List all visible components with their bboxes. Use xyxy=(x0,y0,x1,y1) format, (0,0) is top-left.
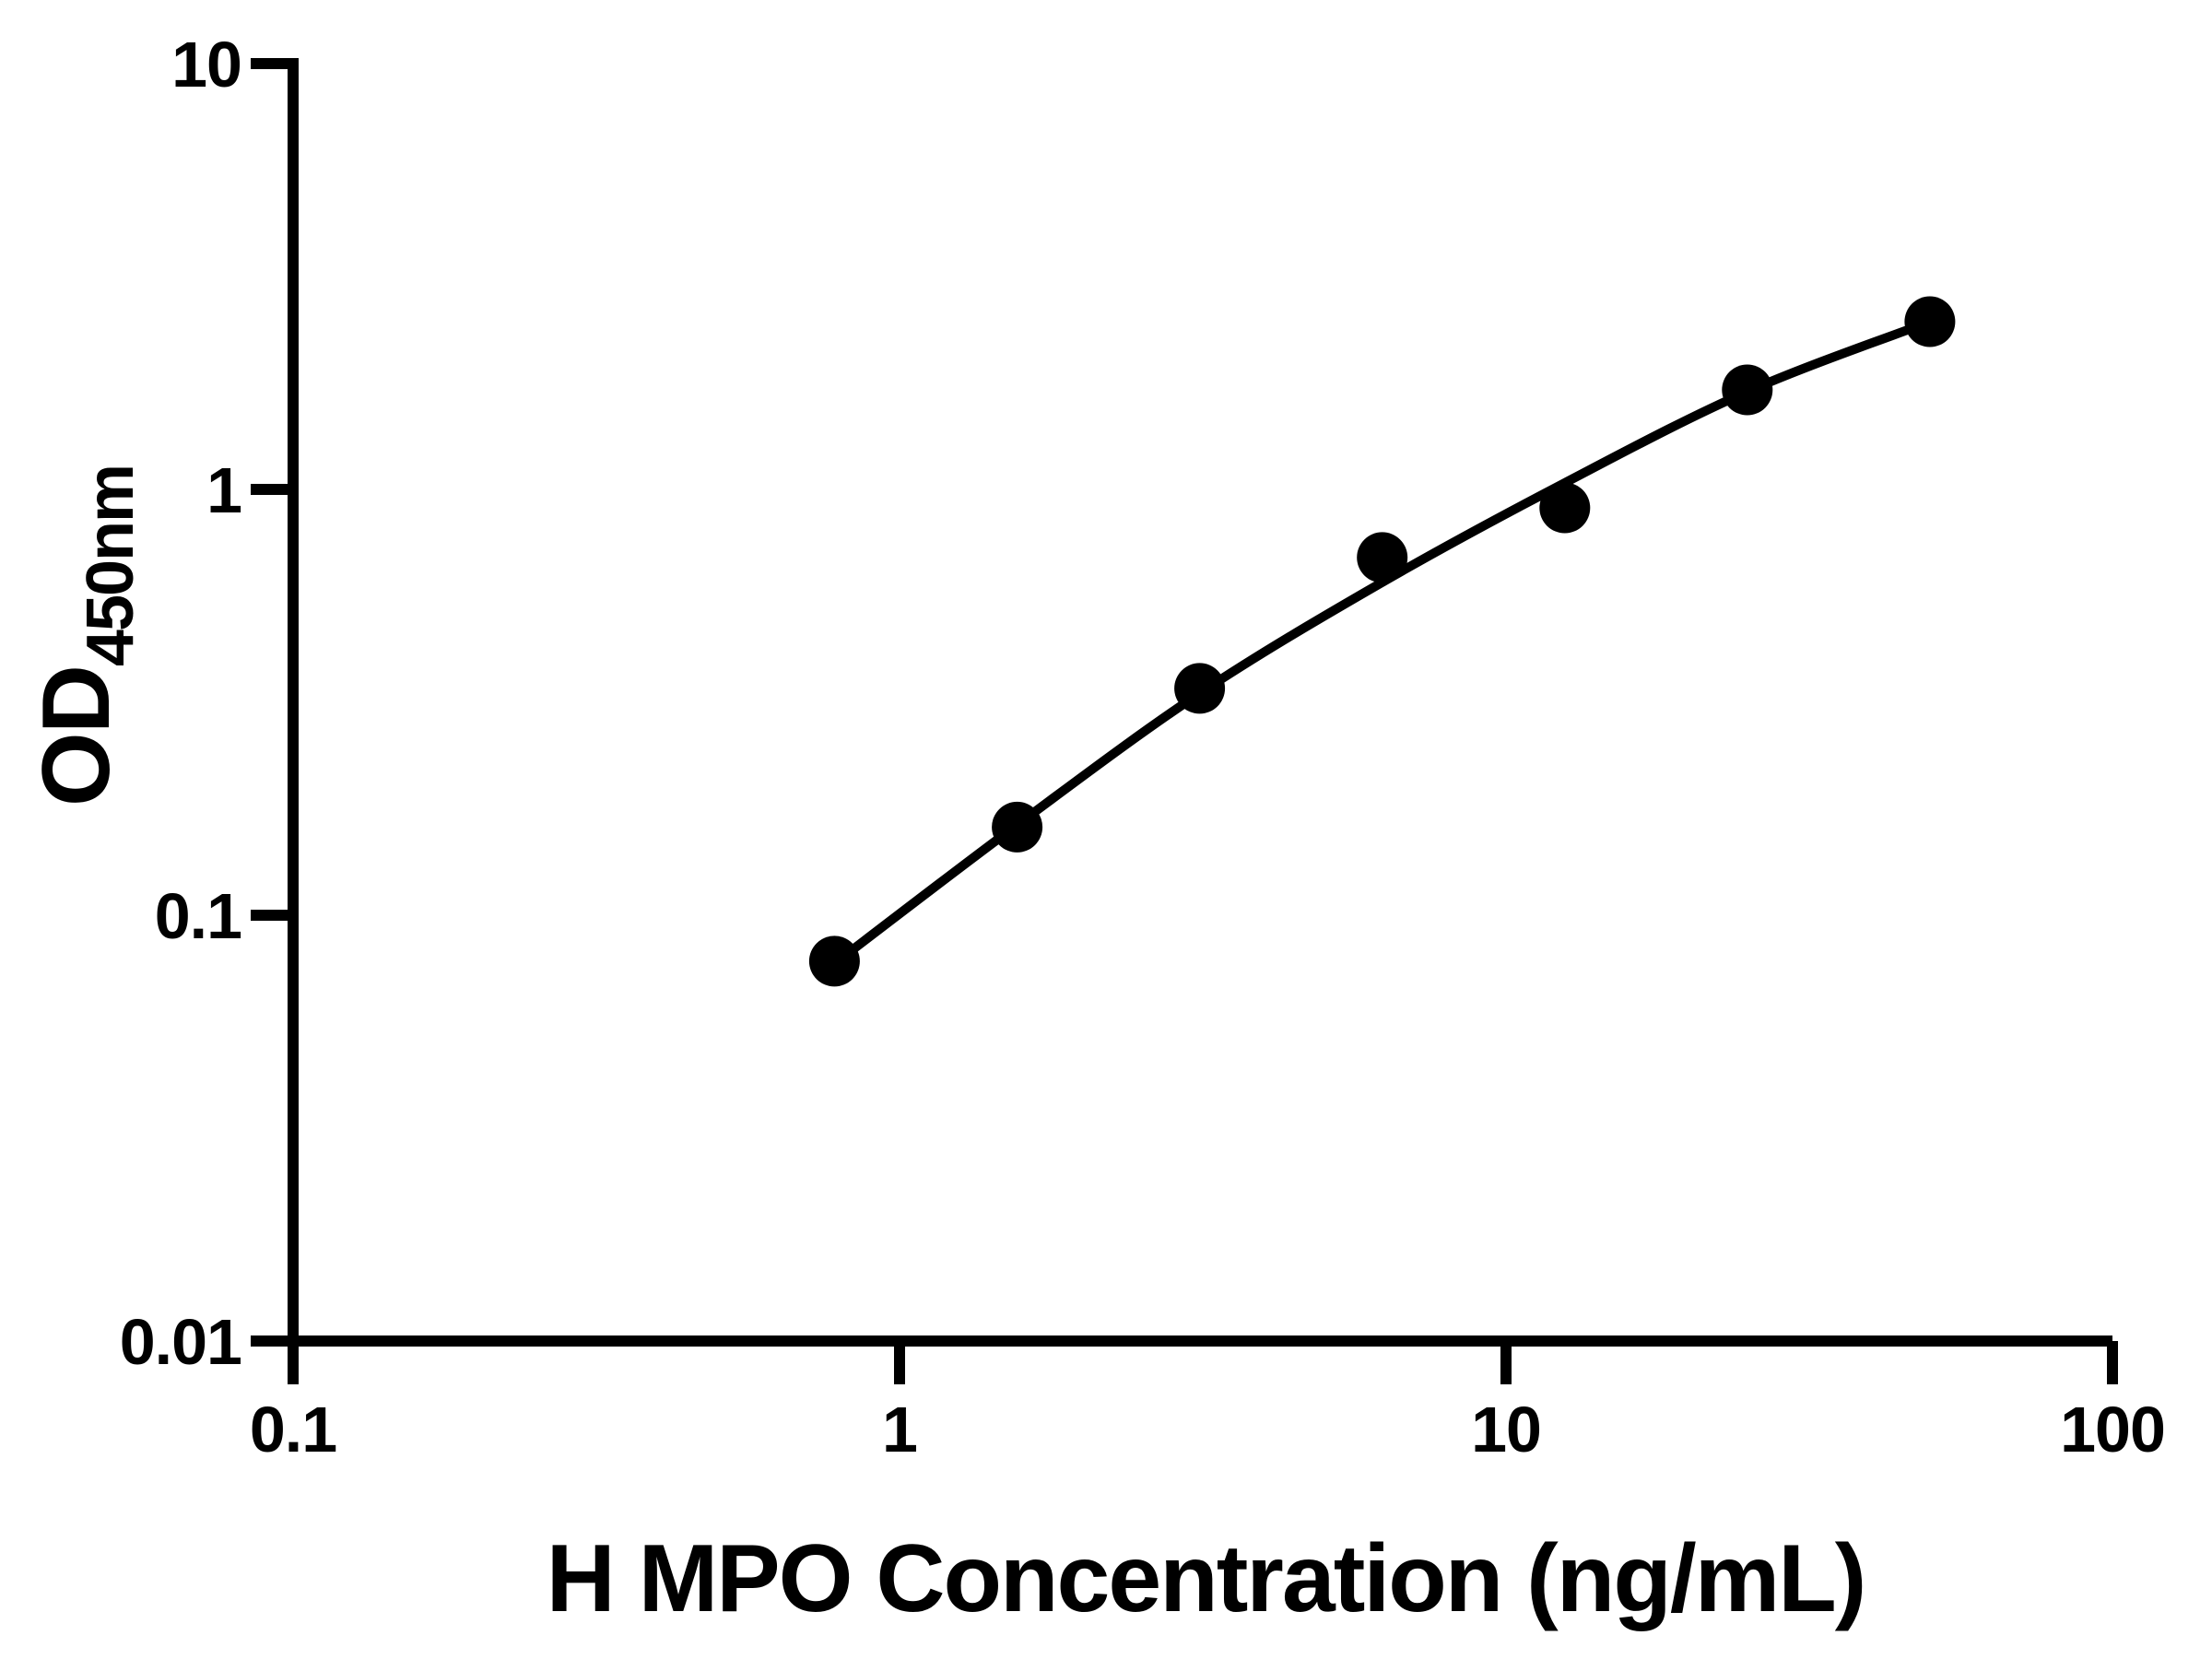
data-points xyxy=(808,296,1956,987)
x-tick-label: 100 xyxy=(2060,1394,2165,1465)
data-point xyxy=(1357,532,1408,583)
data-point xyxy=(992,801,1043,853)
y-tick-label: 10 xyxy=(171,29,241,100)
data-point xyxy=(1722,364,1773,416)
fit-curve-line xyxy=(830,317,1935,969)
y-axis-title: OD450nm xyxy=(23,465,147,806)
x-axis-title: H MPO Concentration (ng/mL) xyxy=(547,1525,1865,1632)
y-tick-label: 0.01 xyxy=(120,1306,241,1378)
data-point xyxy=(1904,296,1956,347)
data-point xyxy=(808,935,860,987)
data-point xyxy=(1174,663,1226,714)
x-tick-label: 1 xyxy=(882,1394,917,1465)
x-tick-label: 10 xyxy=(1471,1394,1541,1465)
y-tick-label: 0.1 xyxy=(155,880,241,952)
x-axis-ticks xyxy=(288,1341,2118,1384)
x-tick-label: 0.1 xyxy=(250,1394,336,1465)
y-axis-ticks xyxy=(251,58,293,1347)
data-point xyxy=(1539,482,1591,534)
y-tick-label: 1 xyxy=(206,454,241,526)
